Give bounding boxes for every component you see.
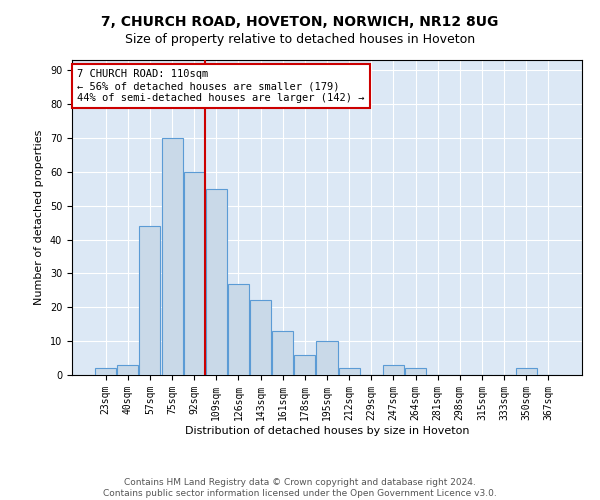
Bar (405, 368, 426, 375)
Bar (206, 188, 227, 375)
Text: Size of property relative to detached houses in Hoveton: Size of property relative to detached ho… (125, 32, 475, 46)
Bar (338, 368, 359, 375)
Bar (515, 368, 536, 375)
Bar (272, 331, 293, 375)
Bar (383, 365, 404, 375)
Bar (228, 284, 249, 375)
Bar (250, 300, 271, 375)
Bar (295, 354, 316, 375)
Bar (95, 368, 116, 375)
Text: 7, CHURCH ROAD, HOVETON, NORWICH, NR12 8UG: 7, CHURCH ROAD, HOVETON, NORWICH, NR12 8… (101, 15, 499, 29)
Bar (316, 341, 338, 375)
Y-axis label: Number of detached properties: Number of detached properties (34, 130, 44, 305)
Bar (161, 138, 182, 375)
X-axis label: Distribution of detached houses by size in Hoveton: Distribution of detached houses by size … (185, 426, 469, 436)
Text: 7 CHURCH ROAD: 110sqm
← 56% of detached houses are smaller (179)
44% of semi-det: 7 CHURCH ROAD: 110sqm ← 56% of detached … (77, 70, 365, 102)
Bar (118, 365, 139, 375)
Bar (139, 226, 160, 375)
Bar (184, 172, 205, 375)
Text: Contains HM Land Registry data © Crown copyright and database right 2024.
Contai: Contains HM Land Registry data © Crown c… (103, 478, 497, 498)
